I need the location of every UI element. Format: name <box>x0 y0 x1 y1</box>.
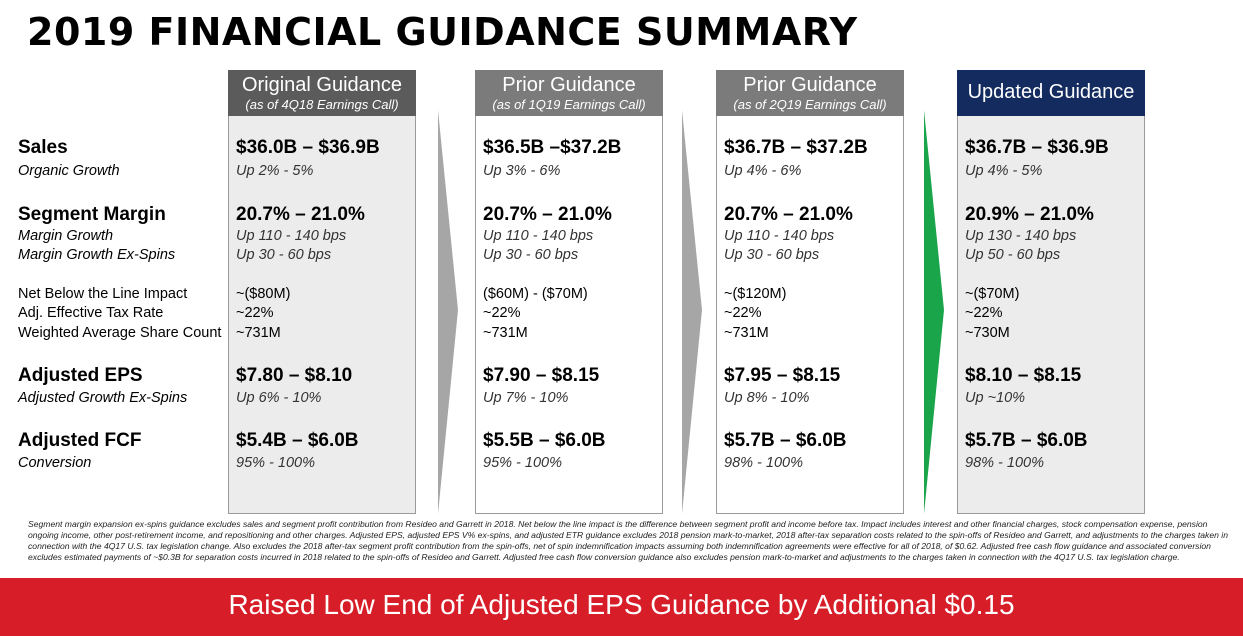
label-organic-growth: Organic Growth <box>18 163 120 179</box>
label-share-count: Weighted Average Share Count <box>18 325 222 341</box>
label-adjusted-eps: Adjusted EPS <box>18 365 143 386</box>
column-box <box>957 112 1145 514</box>
column-header: Prior Guidance (as of 2Q19 Earnings Call… <box>716 70 904 116</box>
value-segment-margin: 20.7% – 21.0% <box>483 204 612 225</box>
footnote: Segment margin expansion ex-spins guidan… <box>28 519 1228 562</box>
label-adjusted-fcf: Adjusted FCF <box>18 430 142 451</box>
column-box <box>228 112 416 514</box>
column-box <box>716 112 904 514</box>
column-title: Prior Guidance <box>743 74 877 96</box>
column-original-guidance: Original Guidance (as of 4Q18 Earnings C… <box>228 70 418 515</box>
value-share-count: ~731M <box>483 325 528 341</box>
value-adj-growth-ex-spins: Up 7% - 10% <box>483 390 569 406</box>
gray-arrow-icon <box>438 110 458 514</box>
value-adjusted-eps: $7.90 – $8.15 <box>483 365 600 386</box>
value-margin-growth-ex-spins: Up 50 - 60 bps <box>965 247 1061 263</box>
label-margin-growth-ex-spins: Margin Growth Ex-Spins <box>18 247 176 263</box>
label-conversion: Conversion <box>18 455 92 471</box>
value-segment-margin: 20.7% – 21.0% <box>236 204 365 225</box>
column-box <box>475 112 663 514</box>
value-adjusted-eps: $7.95 – $8.15 <box>724 365 841 386</box>
label-adj-tax-rate: Adj. Effective Tax Rate <box>18 305 164 321</box>
value-adjusted-fcf: $5.7B – $6.0B <box>724 430 847 451</box>
value-adj-growth-ex-spins: Up 8% - 10% <box>724 390 810 406</box>
gray-arrow-icon <box>682 110 702 514</box>
column-title: Updated Guidance <box>967 81 1135 103</box>
value-share-count: ~730M <box>965 325 1010 341</box>
value-segment-margin: 20.7% – 21.0% <box>724 204 853 225</box>
value-sales: $36.7B – $36.9B <box>965 137 1109 158</box>
value-share-count: ~731M <box>236 325 281 341</box>
value-conversion: 95% - 100% <box>236 455 315 471</box>
value-net-below-line: ~($120M) <box>724 286 787 302</box>
value-margin-growth-ex-spins: Up 30 - 60 bps <box>724 247 820 263</box>
value-margin-growth-ex-spins: Up 30 - 60 bps <box>236 247 332 263</box>
value-adj-tax-rate: ~22% <box>483 305 521 321</box>
value-sales: $36.7B – $37.2B <box>724 137 868 158</box>
label-margin-growth: Margin Growth <box>18 228 114 244</box>
value-adjusted-fcf: $5.7B – $6.0B <box>965 430 1088 451</box>
page-title: 2019 FINANCIAL GUIDANCE SUMMARY <box>27 10 858 54</box>
value-adj-growth-ex-spins: Up 6% - 10% <box>236 390 322 406</box>
column-prior-guidance-1q19: Prior Guidance (as of 1Q19 Earnings Call… <box>475 70 665 515</box>
column-subtitle: (as of 2Q19 Earnings Call) <box>733 97 887 112</box>
column-header: Prior Guidance (as of 1Q19 Earnings Call… <box>475 70 663 116</box>
value-net-below-line: ~($80M) <box>236 286 291 302</box>
label-adj-growth-ex-spins: Adjusted Growth Ex-Spins <box>18 390 188 406</box>
value-organic-growth: Up 4% - 6% <box>724 163 802 179</box>
value-conversion: 98% - 100% <box>965 455 1044 471</box>
value-net-below-line: ~($70M) <box>965 286 1020 302</box>
column-prior-guidance-2q19: Prior Guidance (as of 2Q19 Earnings Call… <box>716 70 906 515</box>
column-header: Original Guidance (as of 4Q18 Earnings C… <box>228 70 416 116</box>
value-sales: $36.5B –$37.2B <box>483 137 622 158</box>
column-subtitle: (as of 4Q18 Earnings Call) <box>245 97 399 112</box>
value-conversion: 98% - 100% <box>724 455 803 471</box>
value-margin-growth: Up 130 - 140 bps <box>965 228 1077 244</box>
label-sales: Sales <box>18 137 68 158</box>
green-arrow-icon <box>924 110 944 514</box>
label-segment-margin: Segment Margin <box>18 204 166 225</box>
value-adjusted-fcf: $5.5B – $6.0B <box>483 430 606 451</box>
column-title: Prior Guidance <box>502 74 636 96</box>
value-segment-margin: 20.9% – 21.0% <box>965 204 1094 225</box>
value-margin-growth-ex-spins: Up 30 - 60 bps <box>483 247 579 263</box>
value-adjusted-eps: $8.10 – $8.15 <box>965 365 1082 386</box>
value-net-below-line: ($60M) - ($70M) <box>483 286 588 302</box>
value-share-count: ~731M <box>724 325 769 341</box>
label-net-below-line: Net Below the Line Impact <box>18 286 188 302</box>
value-margin-growth: Up 110 - 140 bps <box>724 228 835 244</box>
value-adj-growth-ex-spins: Up ~10% <box>965 390 1026 406</box>
value-adj-tax-rate: ~22% <box>724 305 762 321</box>
value-sales: $36.0B – $36.9B <box>236 137 380 158</box>
value-margin-growth: Up 110 - 140 bps <box>483 228 594 244</box>
value-adj-tax-rate: ~22% <box>965 305 1003 321</box>
column-subtitle: (as of 1Q19 Earnings Call) <box>492 97 646 112</box>
column-header: Updated Guidance <box>957 70 1145 116</box>
value-adj-tax-rate: ~22% <box>236 305 274 321</box>
value-adjusted-eps: $7.80 – $8.10 <box>236 365 353 386</box>
column-title: Original Guidance <box>241 74 403 96</box>
value-adjusted-fcf: $5.4B – $6.0B <box>236 430 359 451</box>
value-organic-growth: Up 3% - 6% <box>483 163 561 179</box>
bottom-banner: Raised Low End of Adjusted EPS Guidance … <box>0 578 1243 636</box>
value-margin-growth: Up 110 - 140 bps <box>236 228 347 244</box>
value-conversion: 95% - 100% <box>483 455 562 471</box>
column-updated-guidance: Updated Guidance $36.7B – $36.9B Up 4% -… <box>957 70 1147 515</box>
value-organic-growth: Up 4% - 5% <box>965 163 1043 179</box>
value-organic-growth: Up 2% - 5% <box>236 163 314 179</box>
